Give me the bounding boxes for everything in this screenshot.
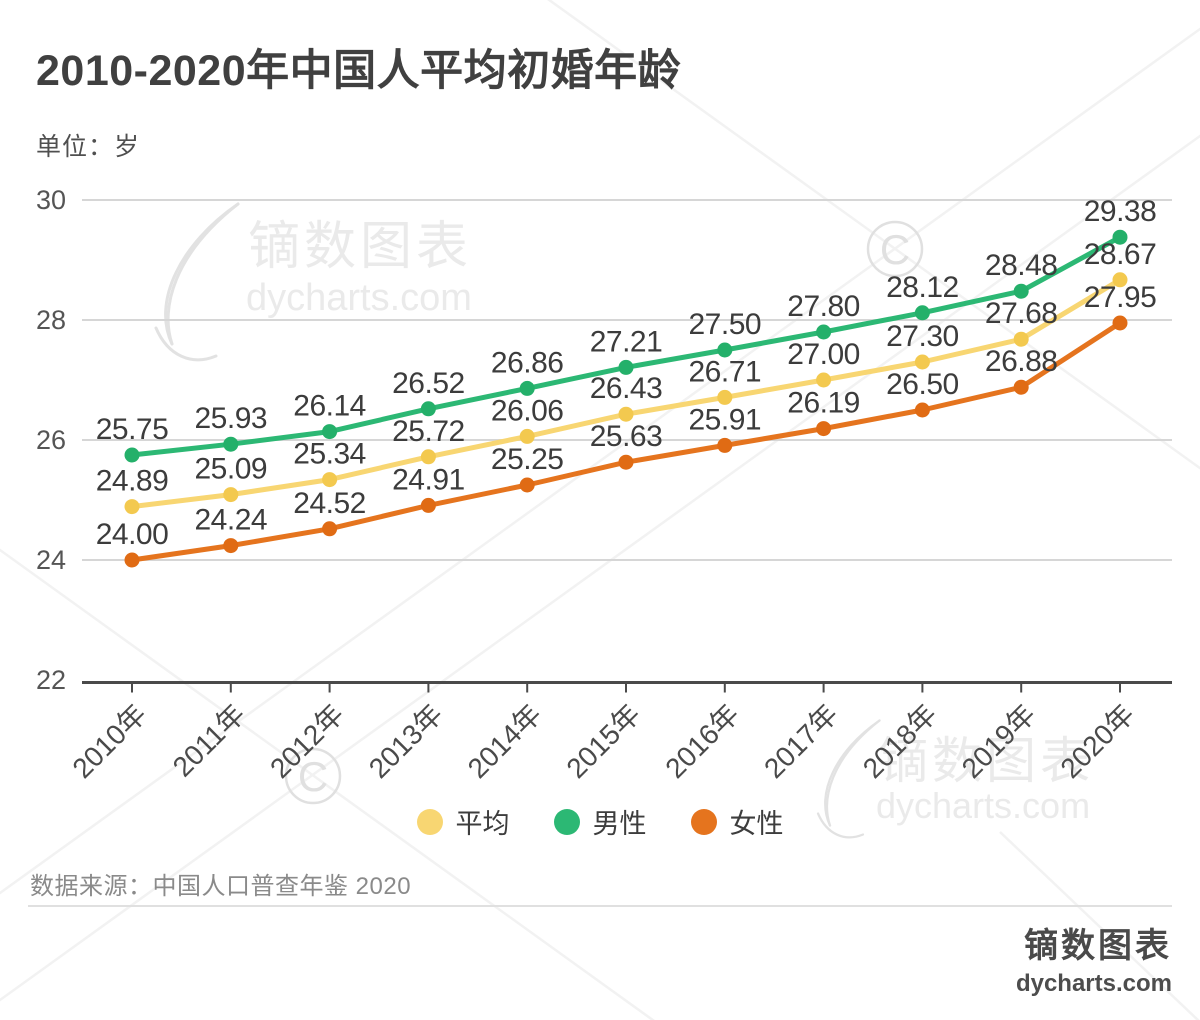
legend-item-male[interactable]: 男性 <box>553 802 647 841</box>
svg-text:25.91: 25.91 <box>689 403 762 436</box>
svg-text:2017年: 2017年 <box>758 698 844 784</box>
legend-label-male: 男性 <box>592 809 647 839</box>
svg-text:26.14: 26.14 <box>293 390 366 423</box>
svg-text:2013年: 2013年 <box>363 698 449 784</box>
svg-text:25.63: 25.63 <box>590 420 663 453</box>
svg-text:28: 28 <box>36 305 66 335</box>
source-label: 数据来源：中国人口普查年鉴 2020 <box>30 873 412 900</box>
brand-name: 镝数图表 <box>1024 928 1172 965</box>
svg-text:2019年: 2019年 <box>956 698 1042 784</box>
legend-dot-female <box>690 808 717 835</box>
svg-text:dycharts.com: dycharts.com <box>246 277 472 319</box>
svg-text:27.80: 27.80 <box>787 290 860 323</box>
svg-text:24.91: 24.91 <box>392 463 465 496</box>
svg-text:C: C <box>880 226 910 273</box>
footer-divider <box>28 905 1172 907</box>
svg-text:24: 24 <box>36 545 66 575</box>
legend-dot-average <box>416 808 443 835</box>
svg-text:25.93: 25.93 <box>195 402 268 435</box>
svg-text:2011年: 2011年 <box>167 698 251 782</box>
svg-text:24.00: 24.00 <box>96 518 169 551</box>
brand-logo: 镝数图表 dycharts.com <box>1016 918 1172 998</box>
legend-item-average[interactable]: 平均 <box>416 802 510 841</box>
brand-site: dycharts.com <box>1015 970 1172 997</box>
svg-text:26.86: 26.86 <box>491 346 564 379</box>
svg-text:26.88: 26.88 <box>985 345 1058 378</box>
svg-text:27.50: 27.50 <box>689 308 762 341</box>
svg-text:2014年: 2014年 <box>462 698 548 784</box>
legend-item-female[interactable]: 女性 <box>690 802 784 841</box>
svg-text:27.95: 27.95 <box>1084 281 1157 314</box>
svg-text:27.30: 27.30 <box>886 320 959 353</box>
svg-text:24.52: 24.52 <box>293 487 366 520</box>
svg-text:2010年: 2010年 <box>66 698 152 784</box>
svg-text:C: C <box>298 753 328 800</box>
svg-text:25.72: 25.72 <box>392 415 465 448</box>
legend-label-average: 平均 <box>455 809 510 839</box>
svg-text:26: 26 <box>36 425 66 455</box>
svg-text:30: 30 <box>36 185 66 215</box>
svg-text:2012年: 2012年 <box>264 698 350 784</box>
svg-text:25.34: 25.34 <box>293 438 366 471</box>
unit-label: 单位：岁 <box>36 133 141 161</box>
legend-label-female: 女性 <box>729 809 784 839</box>
svg-text:24.89: 24.89 <box>96 465 169 498</box>
svg-text:2018年: 2018年 <box>857 698 943 784</box>
svg-text:25.75: 25.75 <box>96 413 169 446</box>
page-title: 2010-2020年中国人平均初婚年龄 <box>36 47 682 95</box>
svg-text:26.19: 26.19 <box>787 387 860 420</box>
leaf-icon <box>154 202 240 362</box>
svg-text:27.68: 27.68 <box>985 297 1058 330</box>
copyright-mark-icon: C <box>284 747 342 805</box>
svg-text:镝数图表: 镝数图表 <box>878 733 1094 789</box>
watermark-logo: 镝数图表 dycharts.com <box>154 202 472 362</box>
svg-text:26.71: 26.71 <box>689 355 762 388</box>
legend-dot-male <box>553 808 580 835</box>
svg-text:29.38: 29.38 <box>1084 195 1157 228</box>
watermark-logo: 镝数图表 dycharts.com <box>816 719 1094 839</box>
svg-text:27.21: 27.21 <box>590 325 663 358</box>
svg-text:26.43: 26.43 <box>590 372 663 405</box>
svg-text:2015年: 2015年 <box>560 698 646 784</box>
svg-text:25.25: 25.25 <box>491 443 564 476</box>
svg-text:27.00: 27.00 <box>787 338 860 371</box>
svg-text:28.12: 28.12 <box>886 271 959 304</box>
svg-text:25.09: 25.09 <box>195 453 268 486</box>
svg-text:26.50: 26.50 <box>886 368 959 401</box>
svg-text:22: 22 <box>36 665 66 695</box>
leaf-icon <box>816 719 881 839</box>
svg-text:28.67: 28.67 <box>1084 238 1157 271</box>
svg-text:2020年: 2020年 <box>1054 698 1140 784</box>
svg-text:26.52: 26.52 <box>392 367 465 400</box>
svg-text:镝数图表: 镝数图表 <box>248 218 472 276</box>
svg-text:2016年: 2016年 <box>659 698 745 784</box>
legend: 平均 男性 女性 <box>0 802 1200 841</box>
svg-text:dycharts.com: dycharts.com <box>876 785 1090 826</box>
svg-text:26.06: 26.06 <box>491 394 564 427</box>
svg-text:28.48: 28.48 <box>985 249 1058 282</box>
copyright-mark-icon: C <box>866 220 924 278</box>
svg-text:24.24: 24.24 <box>195 504 268 537</box>
